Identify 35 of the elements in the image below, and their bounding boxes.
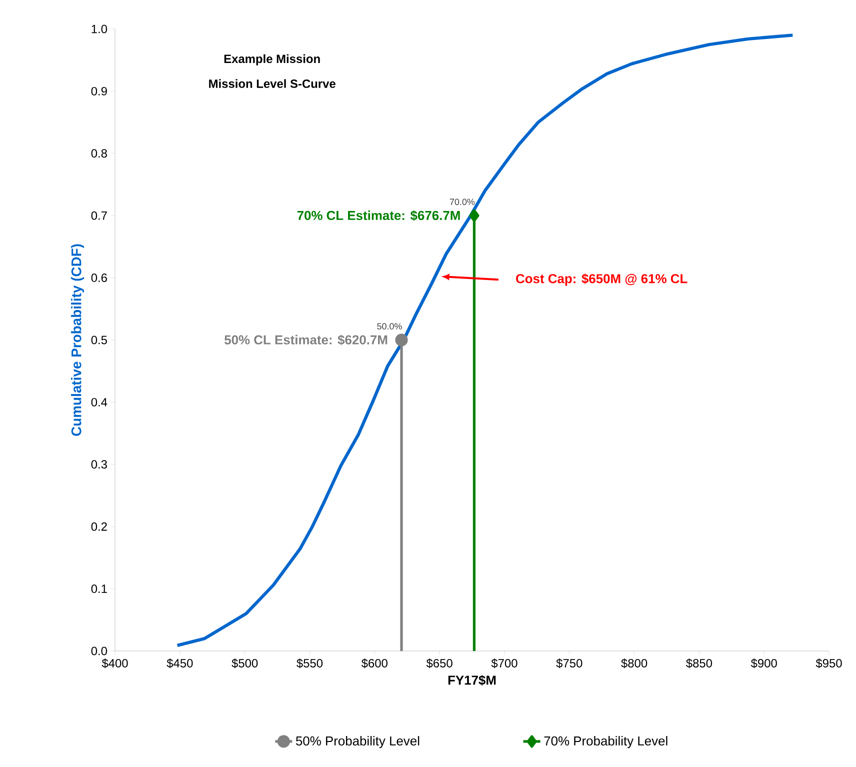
y-tick-label: 0.4	[91, 398, 108, 406]
x-tick-label: $500	[232, 658, 258, 668]
x-tick-label: $750	[556, 658, 582, 668]
annotation: 70% CL Estimate: $676.7M	[297, 210, 460, 221]
x-tick-label: $900	[750, 658, 777, 668]
x-tick-label: $450	[166, 658, 193, 668]
x-tick-label: $800	[621, 658, 648, 668]
y-tick-label: 0.0	[91, 646, 108, 656]
x-tick-label: $700	[491, 658, 518, 668]
legend-label: 50% Probability Level	[296, 736, 420, 748]
annotation: 50% CL Estimate: $620.7M	[224, 334, 388, 346]
x-tick-label: $950	[816, 658, 842, 668]
data-label: 50.0%	[377, 323, 402, 330]
y-tick-label: 0.1	[91, 584, 107, 594]
x-tick-label: $400	[102, 658, 128, 668]
x-tick-label: $600	[361, 658, 388, 668]
line-series	[176, 34, 794, 647]
x-tick-label: $650	[426, 658, 452, 668]
y-tick-label: 1.0	[92, 24, 108, 34]
y-tick-label: 0.3	[91, 460, 107, 469]
y-axis-title: Cumulative Probability (CDF)	[71, 244, 84, 436]
y-tick-label: 0.2	[91, 522, 107, 531]
y-tick-label: 0.7	[91, 211, 107, 220]
y-tick-label: 0.9	[91, 86, 107, 96]
y-tick-label: 0.6	[91, 274, 107, 282]
x-tick-label: $850	[686, 658, 712, 668]
legend-label: 70% Probability Level	[544, 736, 668, 748]
text: Example Mission	[224, 54, 320, 66]
x-axis-title: FY17$M	[448, 675, 496, 686]
x-tick-label: $550	[296, 658, 323, 668]
data-label: 70.0%	[450, 198, 475, 206]
y-tick-label: 0.5	[91, 336, 107, 344]
y-tick-label: 0.8	[91, 149, 107, 158]
text: Mission Level S-Curve	[209, 79, 336, 88]
annotation: Cost Cap: $650M @ 61% CL	[516, 274, 688, 286]
